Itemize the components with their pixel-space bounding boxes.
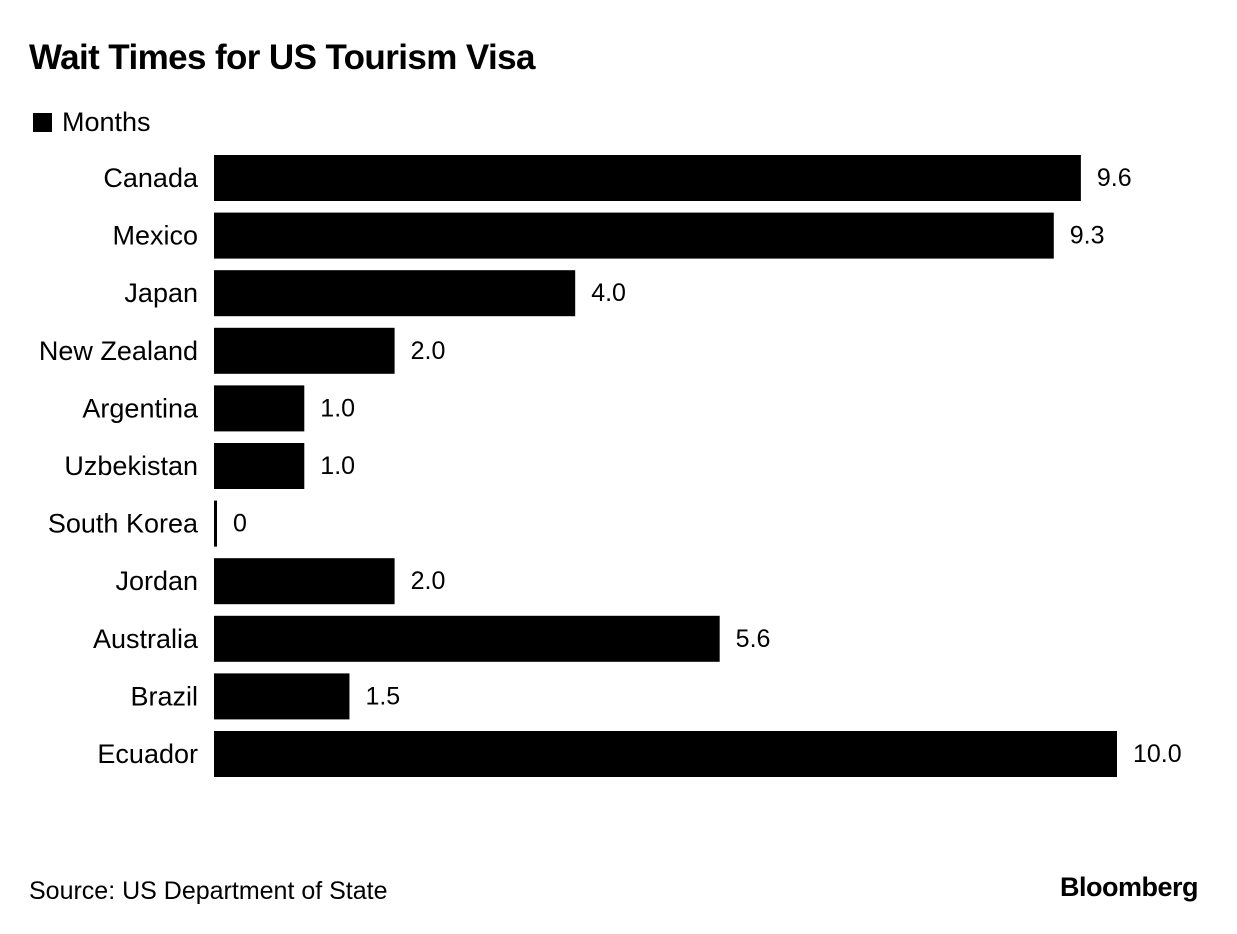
bar-japan bbox=[214, 270, 576, 317]
legend-label: Months bbox=[62, 106, 151, 137]
value-label-new-zealand: 2.0 bbox=[411, 337, 446, 365]
value-label-brazil: 1.5 bbox=[365, 682, 400, 710]
value-label-japan: 4.0 bbox=[591, 279, 626, 307]
bar-mexico bbox=[214, 212, 1054, 259]
bloomberg-logo: Bloomberg bbox=[1059, 872, 1199, 902]
category-label-new-zealand: New Zealand bbox=[39, 336, 198, 366]
bar-brazil bbox=[214, 673, 350, 720]
chart-title: Wait Times for US Tourism Visa bbox=[29, 38, 535, 77]
bar-australia bbox=[214, 615, 720, 662]
value-label-jordan: 2.0 bbox=[411, 567, 446, 595]
legend-swatch bbox=[33, 112, 52, 132]
bar-south-korea bbox=[214, 500, 217, 547]
category-label-south-korea: South Korea bbox=[48, 509, 199, 539]
value-label-south-korea: 0 bbox=[233, 510, 247, 538]
category-label-jordan: Jordan bbox=[115, 566, 198, 596]
legend: Months bbox=[33, 106, 151, 138]
category-label-argentina: Argentina bbox=[82, 393, 199, 423]
bar-uzbekistan bbox=[214, 443, 305, 489]
category-label-uzbekistan: Uzbekistan bbox=[64, 451, 198, 481]
category-label-japan: Japan bbox=[124, 278, 198, 308]
bar-ecuador bbox=[214, 731, 1117, 777]
bar-canada bbox=[214, 155, 1081, 201]
value-label-uzbekistan: 1.0 bbox=[320, 452, 355, 480]
category-label-canada: Canada bbox=[103, 163, 199, 193]
bar-argentina bbox=[214, 385, 305, 432]
category-label-brazil: Brazil bbox=[130, 681, 198, 711]
value-label-canada: 9.6 bbox=[1097, 164, 1132, 192]
value-label-australia: 5.6 bbox=[736, 625, 771, 653]
category-label-australia: Australia bbox=[93, 624, 199, 654]
source-note: Source: US Department of State bbox=[29, 877, 388, 905]
value-label-argentina: 1.0 bbox=[320, 394, 355, 422]
value-label-mexico: 9.3 bbox=[1070, 222, 1105, 250]
category-label-ecuador: Ecuador bbox=[97, 739, 198, 769]
value-label-ecuador: 10.0 bbox=[1133, 740, 1182, 768]
category-label-mexico: Mexico bbox=[112, 221, 198, 251]
bar-jordan bbox=[214, 558, 395, 605]
bar-new-zealand bbox=[214, 327, 395, 374]
